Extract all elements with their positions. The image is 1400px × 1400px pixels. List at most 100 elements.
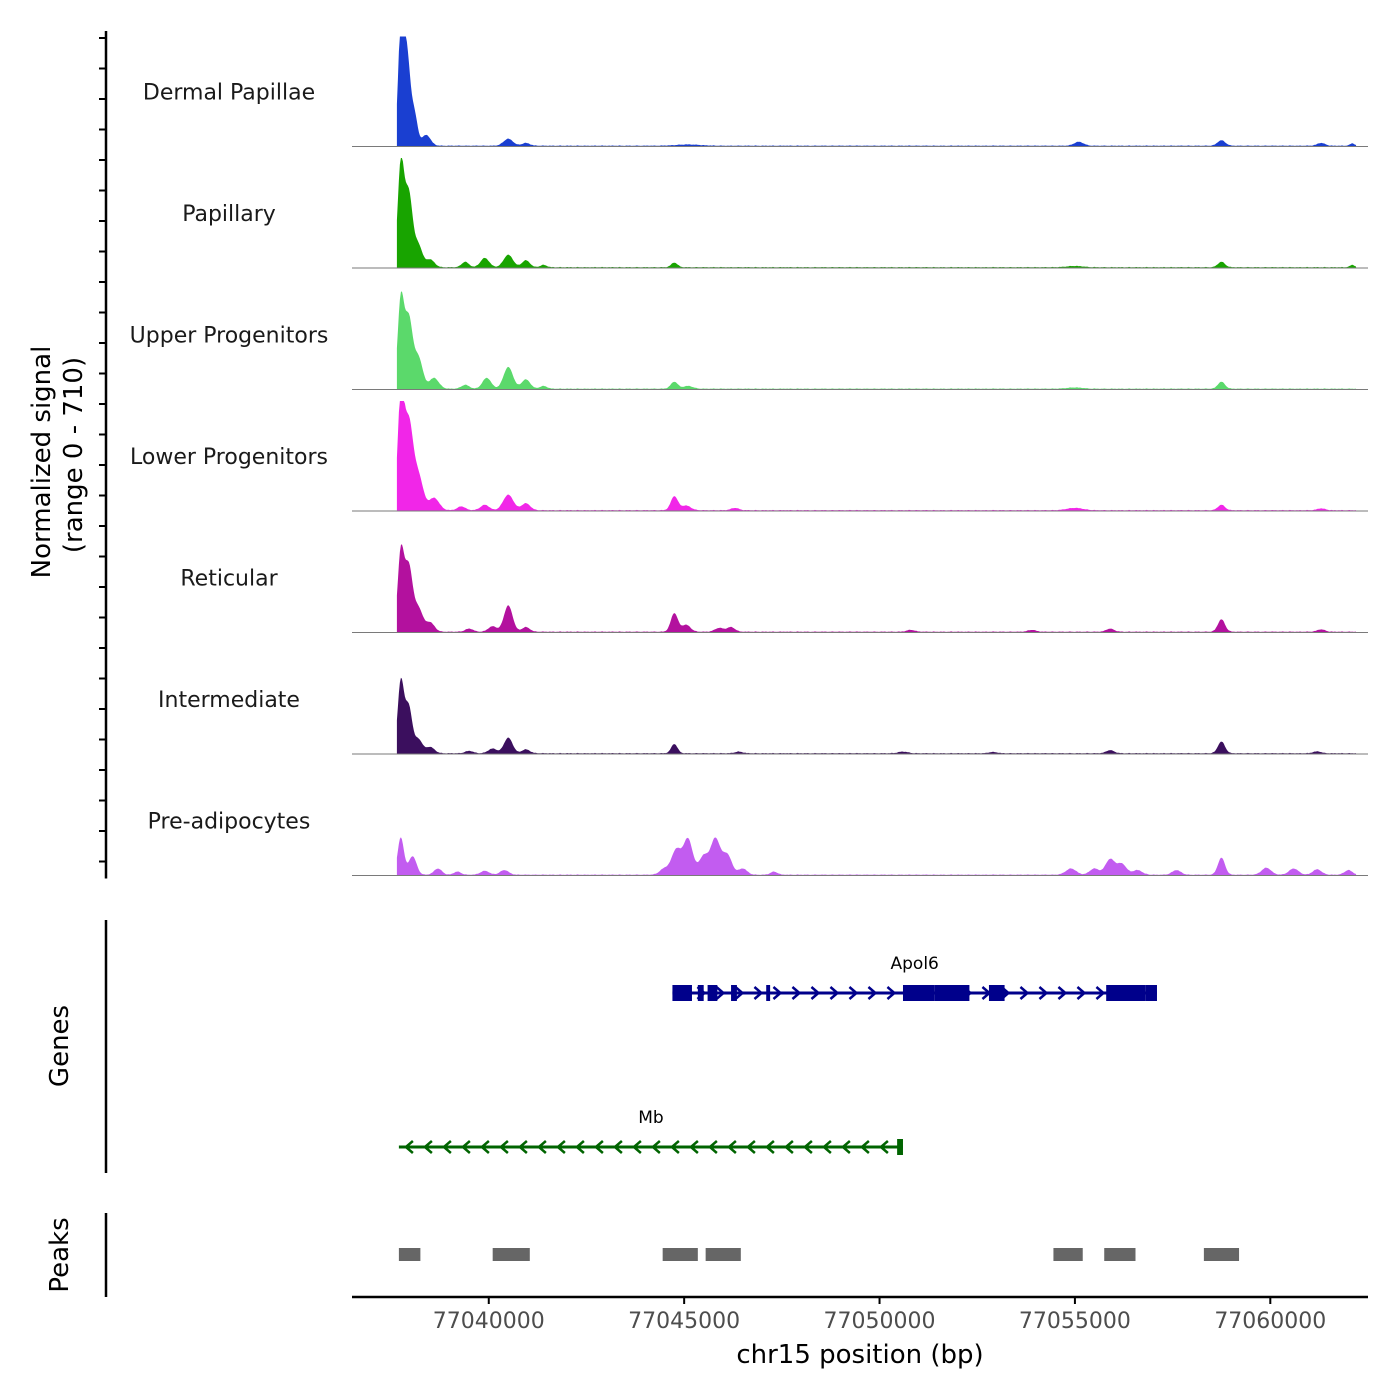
signal-area (396, 36, 1357, 147)
genes-panel-title: Genes (45, 1005, 75, 1087)
x-tick-label: 77040000 (433, 1309, 545, 1334)
signal-area (396, 837, 1357, 876)
x-tick-label: 77050000 (824, 1309, 936, 1334)
genes-panel: Apol6 Mb (104, 920, 1157, 1173)
gene-exon (902, 985, 935, 1001)
strand-arrow (810, 986, 821, 1000)
strand-arrow (764, 1140, 775, 1154)
x-tick-label: 77060000 (1214, 1309, 1326, 1334)
x-axis-title: chr15 position (bp) (736, 1340, 983, 1370)
gene-exon (1106, 985, 1146, 1001)
strand-arrow (479, 1140, 490, 1154)
strand-arrow (707, 1140, 718, 1154)
signal-area (396, 544, 1357, 633)
strand-arrow (753, 986, 764, 1000)
strand-arrow (536, 1140, 547, 1154)
peak-region (1104, 1248, 1136, 1261)
track-label: Upper Progenitors (130, 324, 329, 349)
peak-region (1053, 1248, 1083, 1261)
strand-arrow (726, 1140, 737, 1154)
strand-arrow (821, 1140, 832, 1154)
strand-arrow (441, 1140, 452, 1154)
track-label: Intermediate (158, 688, 300, 713)
strand-arrow (802, 1140, 813, 1154)
track-reticular: Reticular (180, 544, 1368, 633)
signal-area (396, 401, 1357, 511)
strand-arrow (715, 986, 726, 1000)
strand-arrow (688, 1140, 699, 1154)
strand-arrow (886, 986, 897, 1000)
peaks-panel-title: Peaks (45, 1217, 75, 1292)
gene-exon (697, 985, 704, 1001)
track-lower-progenitors: Lower Progenitors (130, 401, 1368, 512)
strand-arrow (612, 1140, 623, 1154)
strand-arrow (574, 1140, 585, 1154)
track-papillary: Papillary (182, 158, 1368, 269)
strand-arrow (498, 1140, 509, 1154)
gene-label: Apol6 (891, 954, 939, 974)
gene-exon (672, 985, 692, 1001)
track-label: Pre-adipocytes (148, 810, 311, 835)
strand-arrow (829, 986, 840, 1000)
gene-exon (897, 1139, 903, 1155)
signal-area (396, 677, 1357, 754)
strand-arrow (1057, 986, 1068, 1000)
y-axis-title: Normalized signal (27, 346, 57, 579)
strand-arrow (791, 986, 802, 1000)
y-axis-range: (range 0 - 710) (59, 357, 89, 553)
gene-exon (988, 985, 1005, 1001)
signal-area (396, 291, 1357, 390)
strand-arrow (772, 986, 783, 1000)
strand-arrow (783, 1140, 794, 1154)
strand-arrow (631, 1140, 642, 1154)
gene-exon (731, 985, 737, 1001)
strand-arrow (867, 986, 878, 1000)
gene-label: Mb (638, 1108, 663, 1128)
signal-axis (99, 31, 108, 879)
strand-arrow (403, 1140, 414, 1154)
peak-region (398, 1248, 421, 1261)
track-label: Reticular (180, 567, 278, 592)
strand-arrow (745, 1140, 756, 1154)
x-axis: 77040000 77045000 77050000 77055000 77060000 (352, 1295, 1368, 1334)
x-tick-label: 77045000 (628, 1309, 740, 1334)
strand-arrow (593, 1140, 604, 1154)
track-dermal-papillae: Dermal Papillae (143, 36, 1368, 147)
strand-arrow (1076, 986, 1087, 1000)
track-intermediate: Intermediate (158, 677, 1368, 755)
gene-apol6: Apol6 (672, 954, 1157, 1001)
strand-arrow (734, 986, 745, 1000)
strand-arrow (840, 1140, 851, 1154)
strand-arrow (1019, 986, 1030, 1000)
strand-arrow (422, 1140, 433, 1154)
peak-region (492, 1248, 530, 1261)
strand-arrow (517, 1140, 528, 1154)
gene-exon (766, 985, 771, 1001)
track-upper-progenitors: Upper Progenitors (130, 291, 1368, 390)
gene-exon (707, 985, 718, 1001)
strand-arrow (669, 1140, 680, 1154)
track-pre-adipocytes: Pre-adipocytes (148, 810, 1368, 876)
signal-area (396, 158, 1357, 268)
gene-exon (934, 985, 970, 1001)
strand-arrow (859, 1140, 870, 1154)
strand-arrow (555, 1140, 566, 1154)
strand-arrow (1095, 986, 1106, 1000)
gene-exon (1145, 985, 1157, 1001)
strand-arrow (878, 1140, 889, 1154)
strand-arrow (650, 1140, 661, 1154)
track-label: Papillary (182, 202, 276, 227)
x-tick-label: 77055000 (1019, 1309, 1131, 1334)
coverage-tracks: Dermal Papillae Papillary Upper Progenitor… (130, 36, 1368, 876)
strand-arrow (1038, 986, 1049, 1000)
track-label: Dermal Papillae (143, 81, 315, 106)
peaks-panel (104, 1213, 1240, 1297)
peak-region (662, 1248, 698, 1261)
track-label: Lower Progenitors (130, 445, 328, 470)
peak-region (1203, 1248, 1240, 1261)
strand-arrow (848, 986, 859, 1000)
gene-mb: Mb (398, 1108, 903, 1155)
peak-region (705, 1248, 741, 1261)
strand-arrow (460, 1140, 471, 1154)
